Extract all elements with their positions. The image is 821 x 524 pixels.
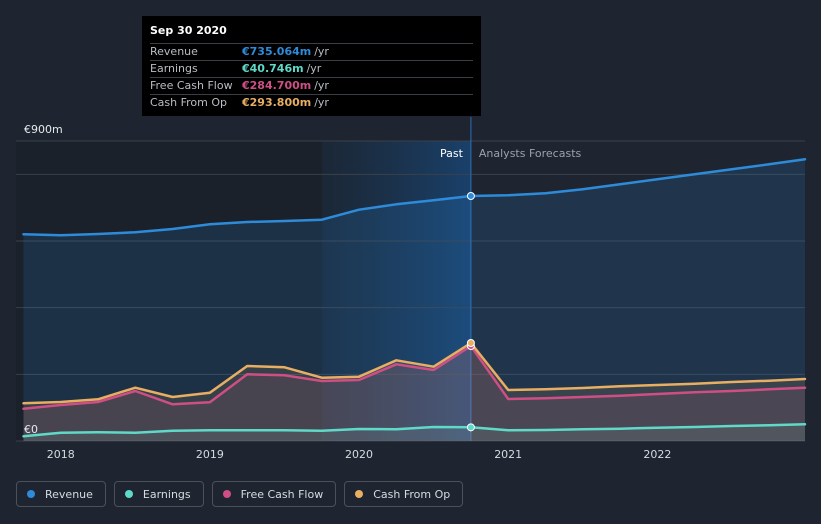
tooltip-row-name: Revenue [150, 45, 198, 58]
legend-dot-icon [355, 490, 364, 498]
x-tick-label: 2021 [494, 448, 522, 461]
tooltip-row-unit: /yr [306, 62, 322, 75]
chart-background [16, 141, 471, 441]
x-tick-label: 2019 [196, 448, 224, 461]
past-label: Past [440, 147, 464, 160]
forecast-label: Analysts Forecasts [479, 147, 582, 160]
tooltip-row-name: Free Cash Flow [150, 79, 233, 92]
x-tick-label: 2022 [643, 448, 671, 461]
legend-dot-icon [222, 490, 231, 498]
y-tick-label: €900m [24, 123, 63, 136]
series-lines [22, 158, 807, 438]
past-highlight-band [321, 141, 471, 441]
legend-item-free-cash-flow[interactable]: Free Cash Flow [211, 481, 337, 507]
series-line-revenue [22, 158, 807, 237]
x-tick-label: 2020 [345, 448, 373, 461]
highlight-point-earnings [466, 423, 475, 432]
tooltip-row-earnings: Earnings €40.746m /yr [150, 60, 473, 77]
legend-item-cash-from-op[interactable]: Cash From Op [344, 481, 464, 507]
series-line-earnings [22, 423, 807, 438]
highlight-point-cash-from-op [466, 339, 475, 347]
tooltip-row-value: €735.064m [242, 45, 312, 58]
tooltip-row-value: €40.746m [242, 62, 304, 75]
gridlines [16, 117, 805, 442]
tooltip: Sep 30 2020 Revenue €735.064m /yr Earnin… [142, 16, 481, 116]
tooltip-row-unit: /yr [314, 45, 329, 58]
legend-item-revenue[interactable]: Revenue [16, 481, 106, 507]
series-area-revenue [23, 159, 805, 442]
series-areas [23, 159, 805, 442]
y-tick-label: €0 [24, 423, 38, 436]
axis-labels: €900m €0 2018 2019 2020 2021 2022 Past Analysts … [24, 123, 671, 461]
series-area-earnings [23, 424, 805, 441]
highlight-point-revenue [466, 192, 475, 200]
series-area-free-cash-flow [23, 346, 805, 441]
tooltip-row-cash-from-op: Cash From Op €293.800m /yr [150, 94, 473, 111]
tooltip-row-unit: /yr [314, 96, 329, 109]
tooltip-row-name: Earnings [150, 62, 198, 75]
tooltip-date: Sep 30 2020 [150, 24, 227, 37]
legend-label: Free Cash Flow [240, 487, 324, 501]
legend-label: Revenue [45, 487, 93, 501]
series-line-free-cash-flow [22, 344, 807, 410]
series-line-cash-from-op [22, 341, 807, 405]
series-area-cash-from-op [23, 343, 805, 441]
tooltip-row-name: Cash From Op [150, 96, 228, 109]
tooltip-row-unit: /yr [314, 79, 329, 92]
legend-label: Cash From Op [373, 487, 451, 501]
tooltip-row-revenue: Revenue €735.064m /yr [150, 43, 473, 60]
tooltip-row-free-cash-flow: Free Cash Flow €284.700m /yr [150, 77, 473, 94]
tooltip-row-value: €284.700m [242, 79, 312, 92]
legend-dot-icon [124, 490, 133, 498]
tooltip-row-value: €293.800m [242, 96, 312, 109]
legend: Revenue Earnings Free Cash Flow Cash Fro… [16, 481, 464, 507]
x-tick-label: 2018 [47, 448, 75, 461]
highlight-markers [466, 192, 475, 432]
legend-dot-icon [27, 490, 35, 498]
legend-item-earnings[interactable]: Earnings [113, 481, 204, 507]
legend-label: Earnings [142, 487, 191, 501]
